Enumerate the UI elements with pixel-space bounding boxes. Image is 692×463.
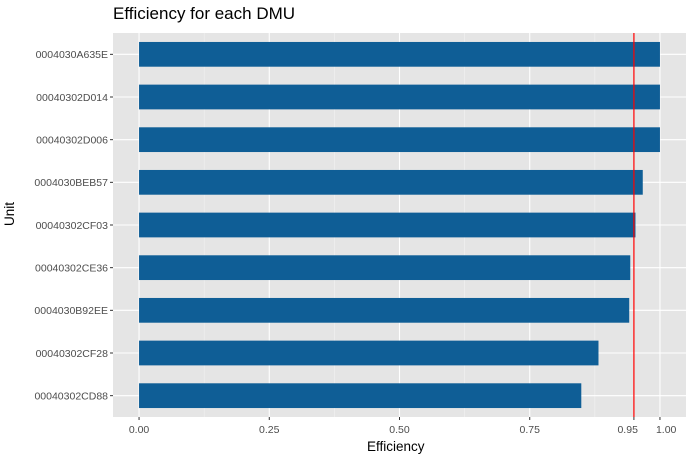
x-tick-label: 1.00 <box>656 424 677 436</box>
y-tick-label: 00040302CF28 <box>36 348 109 360</box>
bar-00040302CF28 <box>139 340 599 366</box>
x-axis-label: Efficiency <box>367 439 425 454</box>
chart-title: Efficiency for each DMU <box>113 4 296 23</box>
y-tick-label: 0004030B92EE <box>34 305 108 317</box>
y-tick-label: 00040302CD88 <box>34 390 108 402</box>
x-tick-label: 0.95 <box>617 424 638 436</box>
y-tick-label: 00040302D014 <box>36 92 108 104</box>
x-tick-label: 0.75 <box>520 424 541 436</box>
bar-00040302D006 <box>139 127 660 153</box>
x-tick-label: 0.25 <box>259 424 280 436</box>
y-tick-label: 0004030A635E <box>36 49 108 61</box>
y-tick-label: 00040302CF03 <box>36 220 109 232</box>
x-tick-label: 0.00 <box>129 424 150 436</box>
bar-0004030BEB57 <box>139 169 643 195</box>
y-tick-label: 0004030BEB57 <box>34 177 108 189</box>
bar-0004030B92EE <box>139 297 630 323</box>
bar-00040302D014 <box>139 84 660 110</box>
y-tick-label: 00040302CE36 <box>35 262 108 274</box>
bar-00040302CF03 <box>139 212 636 238</box>
x-tick-label: 0.50 <box>389 424 410 436</box>
bar-0004030A635E <box>139 41 660 67</box>
y-tick-label: 00040302D006 <box>36 134 108 146</box>
bar-00040302CD88 <box>139 383 582 409</box>
bar-00040302CE36 <box>139 255 631 281</box>
